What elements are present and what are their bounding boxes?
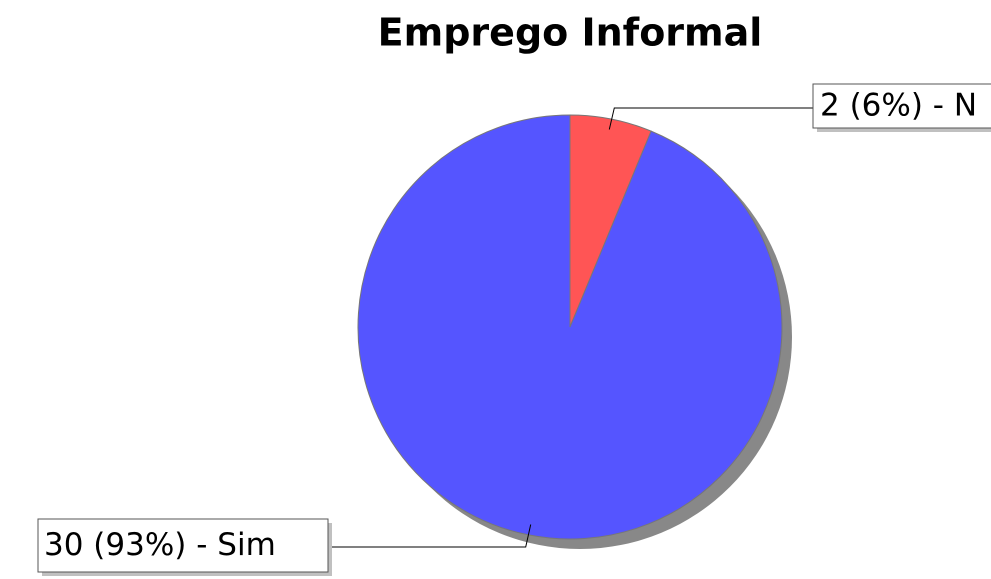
pie-slice xyxy=(357,114,783,540)
label-box xyxy=(812,83,991,129)
leader-line xyxy=(328,524,532,548)
slice-label: 30 (93%) - Sim xyxy=(44,527,276,563)
chart-title: Emprego Informal xyxy=(378,11,763,55)
label-box xyxy=(37,518,329,573)
slice-label: 2 (6%) - N xyxy=(820,88,977,124)
leader-line xyxy=(608,107,813,130)
